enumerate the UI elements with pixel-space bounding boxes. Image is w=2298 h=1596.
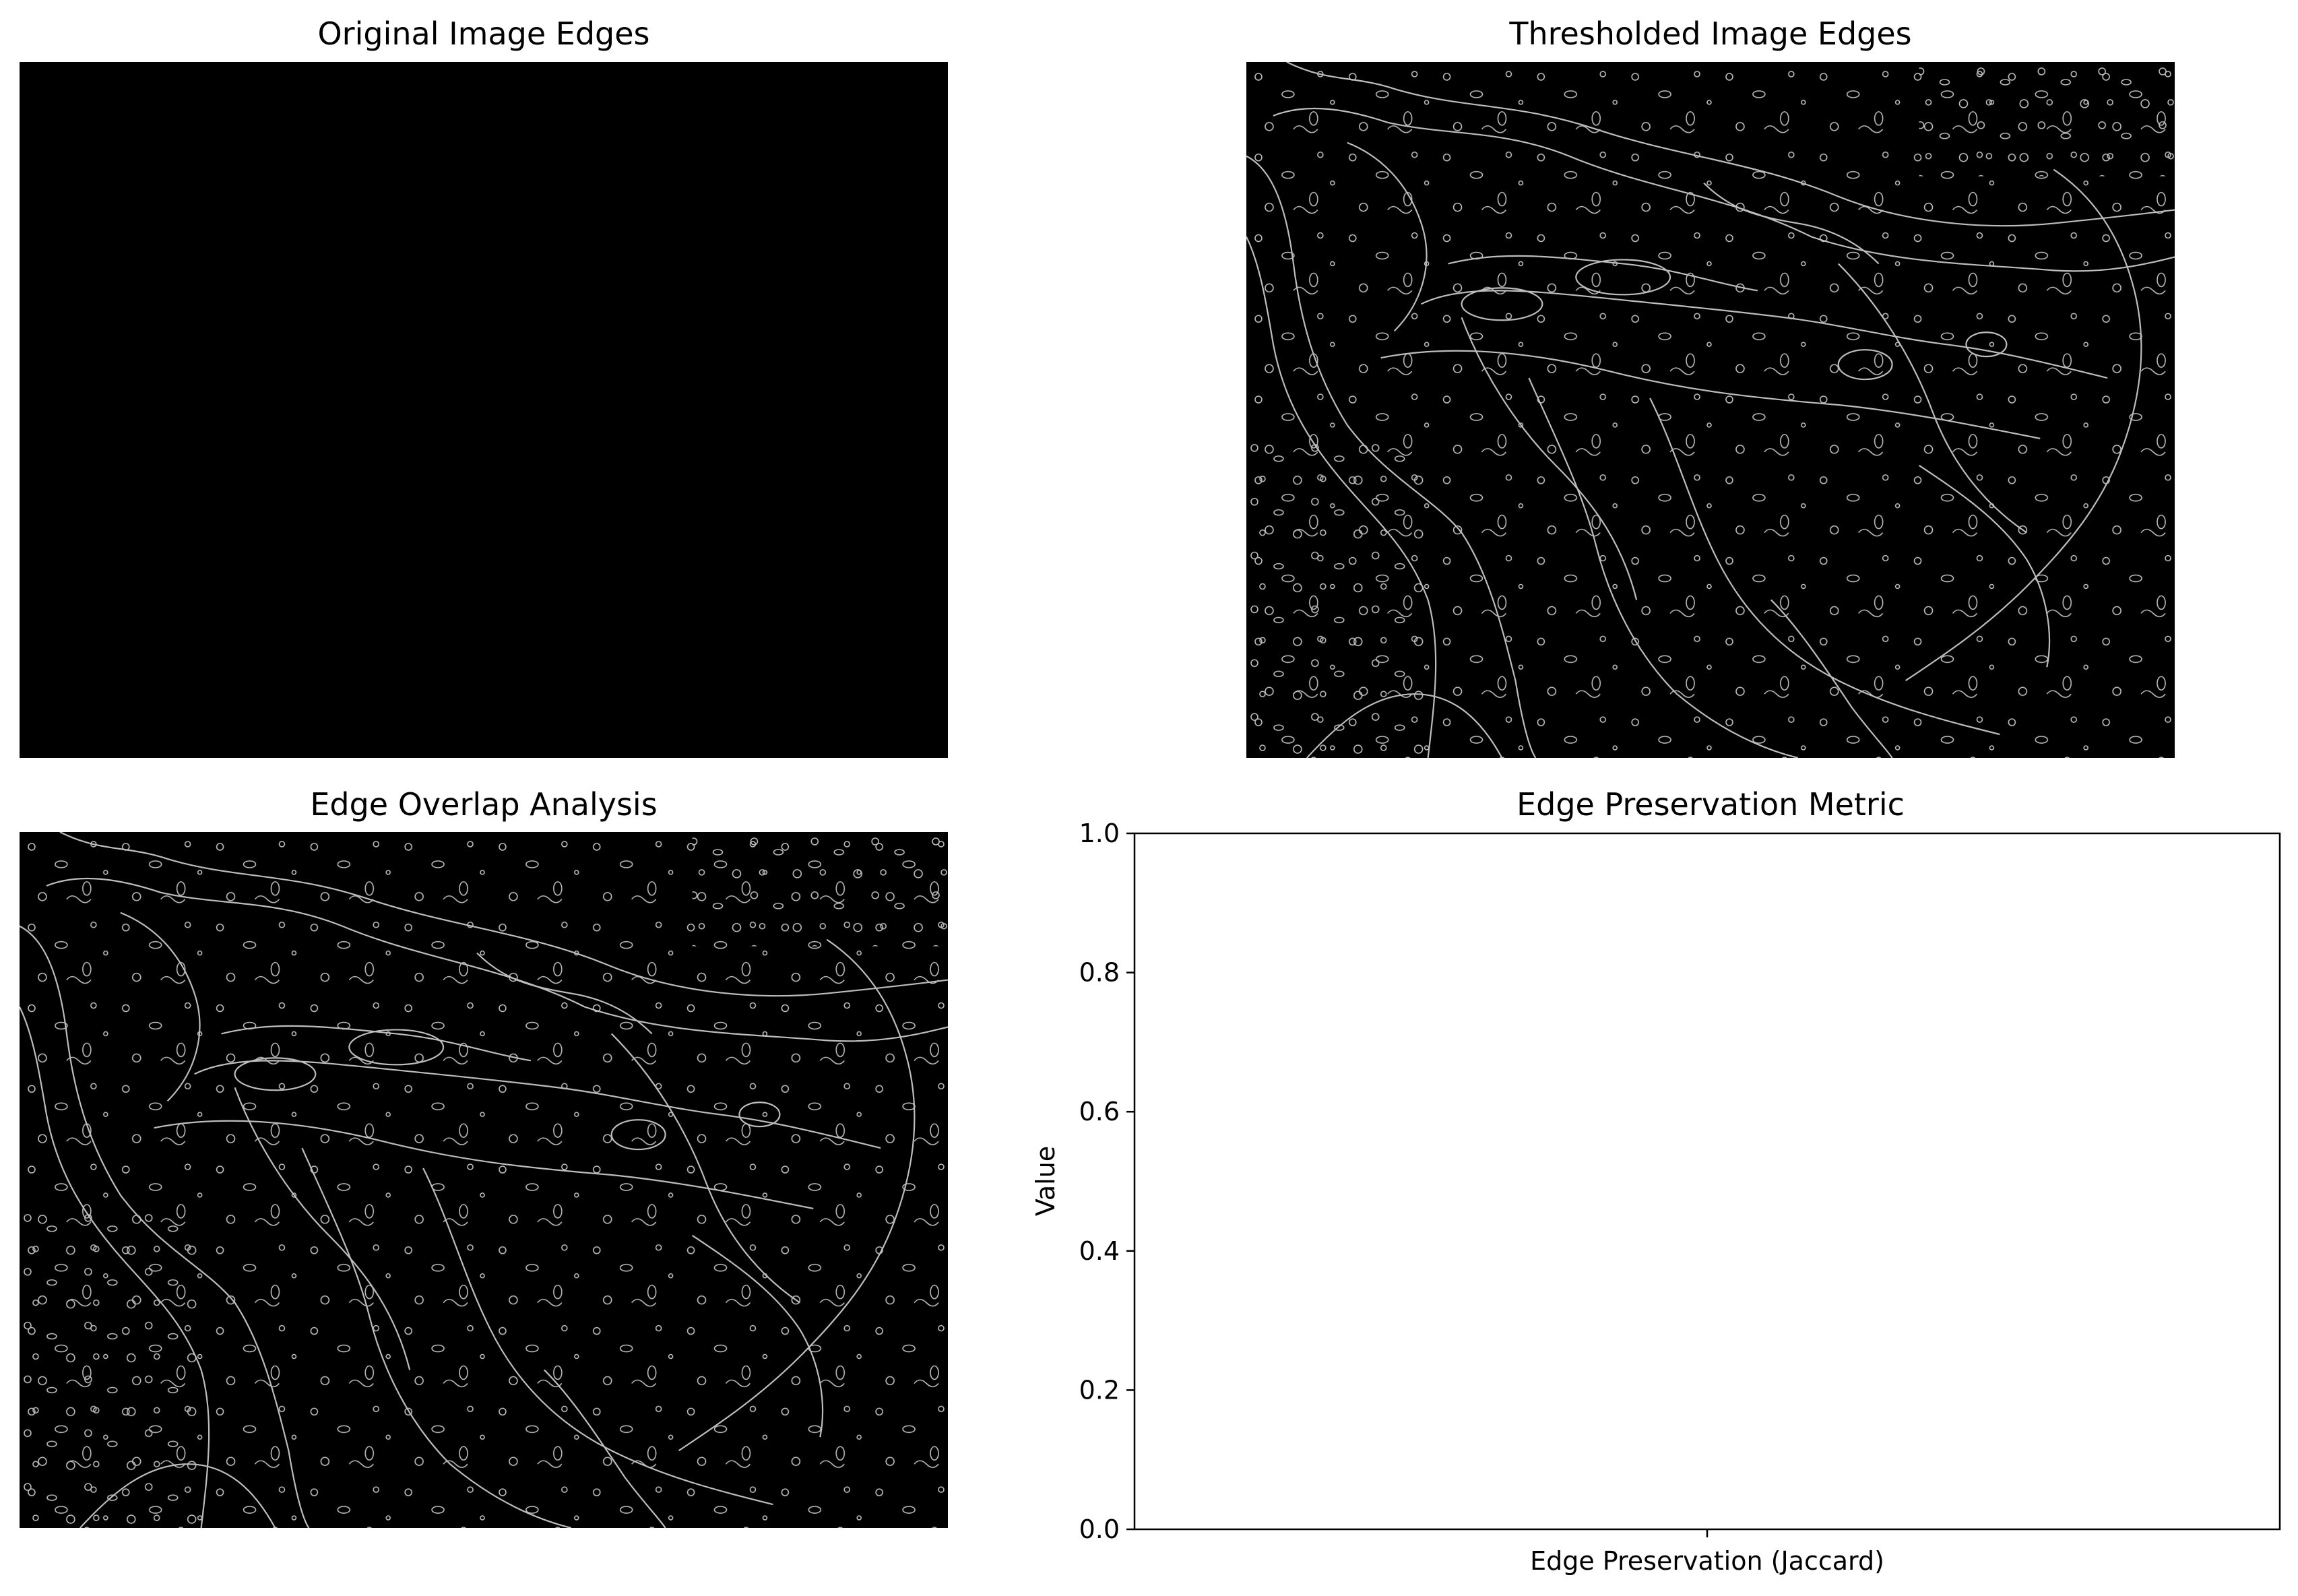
original-edges-image <box>20 62 948 758</box>
original-edges-title: Original Image Edges <box>317 15 649 52</box>
overlap-panel: Edge Overlap Analysis <box>20 786 948 1528</box>
thresholded-edges-title: Thresholded Image Edges <box>1508 15 1911 52</box>
thresholded-edges-image <box>1246 62 2175 758</box>
x-tick-label: Edge Preservation (Jaccard) <box>1530 1546 1884 1576</box>
y-tick-label: 0.8 <box>1079 958 1120 988</box>
overlap-image <box>20 832 948 1528</box>
chart-title: Edge Preservation Metric <box>1517 786 1905 823</box>
overlap-title: Edge Overlap Analysis <box>310 786 657 823</box>
plot-area <box>1133 832 2281 1531</box>
original-edges-panel: Original Image Edges <box>20 15 948 758</box>
y-tick-label: 1.0 <box>1079 819 1120 848</box>
y-tick-label: 0.2 <box>1079 1375 1120 1405</box>
metric-chart: Edge Preservation Metric 0.0 0.2 0.4 0.6 0.8… <box>1031 786 2281 1576</box>
x-axis: Edge Preservation (Jaccard) <box>1530 1529 1884 1576</box>
y-tick-label: 0.6 <box>1079 1097 1120 1126</box>
y-axis: 0.0 0.2 0.4 0.6 0.8 1.0 <box>1079 819 1135 1544</box>
y-tick-label: 0.4 <box>1079 1236 1120 1266</box>
y-tick-label: 0.0 <box>1079 1514 1120 1544</box>
y-axis-label: Value <box>1031 1146 1060 1216</box>
thresholded-edges-panel: Thresholded Image Edges <box>1246 15 2175 758</box>
